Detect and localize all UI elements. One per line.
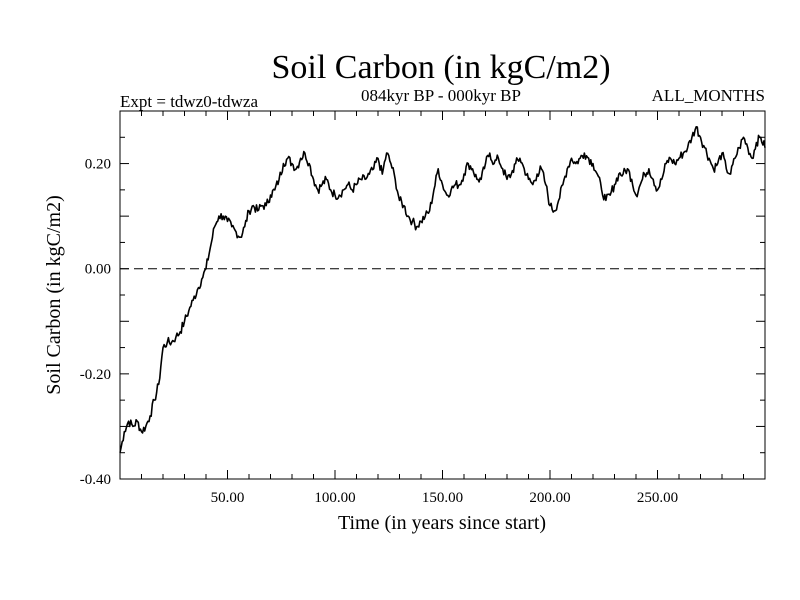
chart-subtitle-months: ALL_MONTHS [652,86,765,105]
chart-subtitle-expt: Expt = tdwz0-tdwza [120,92,258,111]
y-tick-label: -0.20 [80,367,111,383]
x-tick-label: 200.00 [529,490,570,506]
x-axis: 50.00 100.00 150.00 200.00 250.00 [141,111,744,506]
chart-subtitle-period: 084kyr BP - 000kyr BP [361,86,521,105]
x-tick-label: 150.00 [422,490,463,506]
y-axis: -0.40 -0.20 0.00 0.20 [80,136,765,488]
y-tick-label: 0.00 [85,262,111,278]
x-tick-label: 250.00 [637,490,678,506]
y-tick-label: 0.20 [85,157,111,173]
plot-area-frame [119,110,766,480]
series-line-soil-carbon [119,126,766,453]
x-tick-label: 50.00 [211,490,245,506]
x-axis-label: Time (in years since start) [338,512,546,534]
chart-title: Soil Carbon (in kgC/m2) [271,49,610,86]
y-tick-label: -0.40 [80,472,111,488]
y-axis-label: Soil Carbon (in kgC/m2) [43,195,65,394]
x-tick-label: 100.00 [314,490,355,506]
